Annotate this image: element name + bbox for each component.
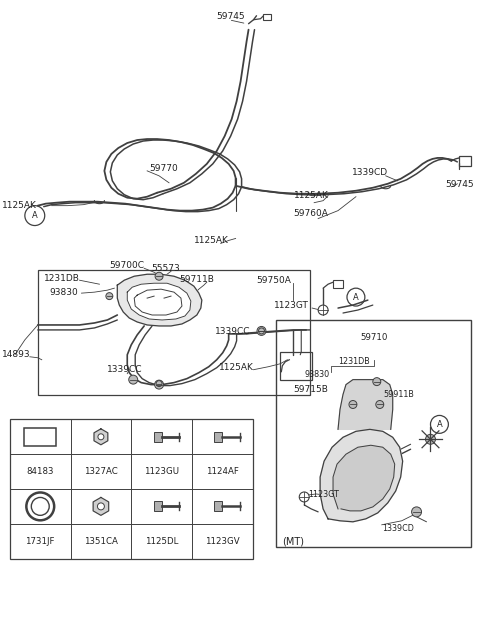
Bar	[276, 320, 471, 547]
Polygon shape	[93, 498, 108, 515]
Text: 14893: 14893	[2, 350, 31, 359]
Polygon shape	[338, 380, 393, 429]
Bar	[24, 428, 56, 446]
Text: 1123GT: 1123GT	[308, 491, 339, 500]
Text: A: A	[437, 420, 442, 429]
Circle shape	[259, 328, 264, 334]
Polygon shape	[117, 275, 202, 326]
Text: A: A	[353, 293, 359, 302]
Text: 1124AF: 1124AF	[206, 467, 239, 476]
Text: 59711B: 59711B	[179, 275, 214, 284]
Text: 59715B: 59715B	[293, 385, 328, 394]
Text: 1123GT: 1123GT	[275, 301, 309, 309]
Text: 1339CC: 1339CC	[108, 365, 143, 374]
Bar	[214, 432, 222, 442]
Circle shape	[155, 272, 163, 280]
Circle shape	[129, 375, 138, 384]
Polygon shape	[320, 429, 403, 522]
Text: A: A	[32, 211, 37, 220]
Text: 1339CD: 1339CD	[352, 169, 388, 178]
Circle shape	[257, 327, 266, 335]
Text: 59770: 59770	[149, 164, 178, 173]
Circle shape	[106, 293, 113, 300]
Bar	[154, 501, 162, 512]
Text: 1123GV: 1123GV	[205, 537, 240, 546]
Circle shape	[373, 378, 381, 385]
Text: 1231DB: 1231DB	[44, 274, 80, 283]
Text: 1125AK: 1125AK	[2, 201, 37, 210]
Bar	[10, 420, 252, 559]
Circle shape	[31, 498, 49, 515]
Text: 1327AC: 1327AC	[84, 467, 118, 476]
Text: 59760A: 59760A	[293, 209, 328, 218]
Polygon shape	[127, 283, 191, 320]
Bar	[154, 432, 162, 442]
Text: 1125DL: 1125DL	[145, 537, 178, 546]
Bar	[333, 280, 343, 288]
Text: 59750A: 59750A	[256, 276, 291, 285]
Circle shape	[155, 380, 164, 389]
Polygon shape	[333, 445, 395, 511]
Text: 93830: 93830	[50, 288, 78, 297]
Circle shape	[376, 401, 384, 408]
Text: 59700C: 59700C	[109, 261, 144, 270]
Text: 59745: 59745	[217, 12, 245, 22]
Text: 84183: 84183	[26, 467, 54, 476]
Bar	[459, 156, 471, 166]
Bar	[280, 352, 312, 380]
Circle shape	[299, 492, 309, 502]
Text: 1339CD: 1339CD	[382, 524, 414, 533]
Bar	[38, 270, 310, 394]
Text: 93830: 93830	[304, 370, 329, 379]
Circle shape	[318, 305, 328, 315]
Bar	[214, 501, 222, 512]
Circle shape	[98, 434, 104, 440]
Polygon shape	[94, 429, 108, 445]
Text: 1125AK: 1125AK	[219, 363, 253, 372]
Circle shape	[97, 503, 104, 510]
Text: 1125AK: 1125AK	[294, 191, 329, 200]
Text: 59911B: 59911B	[384, 390, 415, 399]
Text: 1731JF: 1731JF	[25, 537, 55, 546]
Bar	[264, 14, 271, 20]
Circle shape	[425, 434, 435, 444]
Text: 55573: 55573	[151, 264, 180, 273]
Text: 1339CC: 1339CC	[215, 327, 250, 337]
Text: 1125AK: 1125AK	[194, 236, 229, 245]
Circle shape	[411, 507, 421, 517]
Text: 1351CA: 1351CA	[84, 537, 118, 546]
Circle shape	[156, 380, 162, 387]
Text: (MT): (MT)	[282, 537, 304, 547]
Circle shape	[349, 401, 357, 408]
Text: 59710: 59710	[360, 333, 387, 342]
Text: 1231DB: 1231DB	[338, 357, 370, 366]
Text: 59745: 59745	[445, 180, 474, 190]
Text: 1123GU: 1123GU	[144, 467, 179, 476]
